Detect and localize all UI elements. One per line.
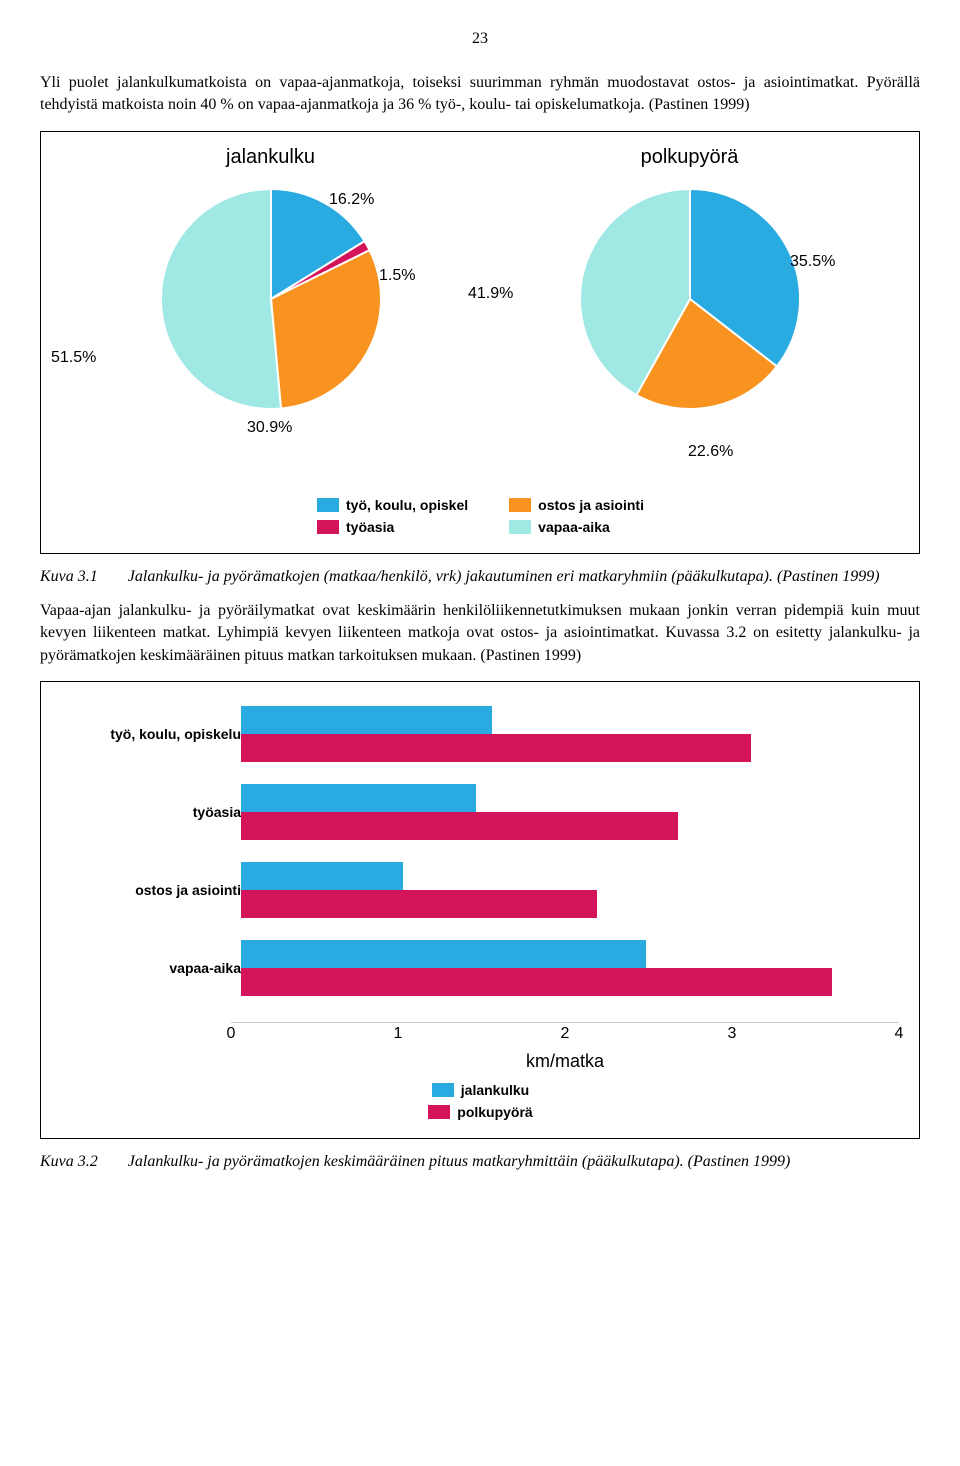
figure-pies: jalankulku 16.2% 1.5% 30.9% 51.5% polkup… [40,131,920,554]
axis-tick: 0 [227,1025,236,1043]
bar-row: työasia [71,784,889,840]
legend-swatch [431,1082,455,1098]
legend-label: ostos ja asiointi [538,497,644,513]
bar-row: ostos ja asiointi [71,862,889,918]
mid-paragraph: Vapaa-ajan jalankulku- ja pyöräilymatkat… [40,600,920,667]
bar-jalankulku [241,940,646,968]
legend-label: vapaa-aika [538,519,610,535]
legend-swatch [316,497,340,513]
legend-label: polkupyörä [457,1104,532,1120]
axis-tick: 4 [895,1025,904,1043]
legend-item: jalankulku [431,1082,529,1098]
pie-right: polkupyörä 35.5% 22.6% 41.9% [480,146,899,489]
legend-item: vapaa-aika [508,519,644,535]
page-number: 23 [40,30,920,48]
bar-row: työ, koulu, opiskelu [71,706,889,762]
legend-item: polkupyörä [427,1104,532,1120]
caption-label: Kuva 3.2 [40,1153,98,1171]
legend-item: työ, koulu, opiskel [316,497,468,513]
bar-legend: jalankulku polkupyörä [61,1082,899,1120]
x-axis-label: km/matka [231,1051,899,1072]
intro-paragraph: Yli puolet jalankulkumatkoista on vapaa-… [40,72,920,117]
bar-polkupyora [241,812,678,840]
legend-label: jalankulku [461,1082,529,1098]
bar-jalankulku [241,784,476,812]
bar-category-label: työasia [71,804,241,820]
bar-row: vapaa-aika [71,940,889,996]
figure-bars: työ, koulu, opiskelu työasia ostos ja asio… [40,681,920,1139]
legend-item: työasia [316,519,468,535]
legend-swatch [427,1104,451,1120]
axis-tick: 1 [394,1025,403,1043]
bar-category-label: vapaa-aika [71,960,241,976]
legend-label: työ, koulu, opiskel [346,497,468,513]
bar-category-label: työ, koulu, opiskelu [71,726,241,742]
bar-polkupyora [241,734,751,762]
pie-right-label-2: 41.9% [468,285,513,303]
legend-item: ostos ja asiointi [508,497,644,513]
pie-left-label-2: 30.9% [247,419,292,437]
pie-legend: työ, koulu, opiskel työasia ostos ja asi… [61,497,899,535]
bar-jalankulku [241,706,492,734]
axis-tick: 2 [561,1025,570,1043]
legend-swatch [508,519,532,535]
pie-right-title: polkupyörä [480,146,899,169]
figure-caption-2: Kuva 3.2 Jalankulku- ja pyörämatkojen ke… [40,1153,920,1171]
caption-text: Jalankulku- ja pyörämatkojen keskimääräi… [128,1153,791,1171]
bar-polkupyora [241,890,597,918]
bar-category-label: ostos ja asiointi [71,882,241,898]
bar-jalankulku [241,862,403,890]
pie-left-label-1: 1.5% [379,267,415,285]
caption-text: Jalankulku- ja pyörämatkojen (matkaa/hen… [128,568,880,586]
legend-swatch [316,519,340,535]
pie-left-label-0: 16.2% [329,191,374,209]
caption-label: Kuva 3.1 [40,568,98,586]
pie-left: jalankulku 16.2% 1.5% 30.9% 51.5% [61,146,480,489]
pie-right-label-0: 35.5% [790,253,835,271]
figure-caption-1: Kuva 3.1 Jalankulku- ja pyörämatkojen (m… [40,568,920,586]
legend-label: työasia [346,519,394,535]
legend-swatch [508,497,532,513]
pie-right-label-1: 22.6% [688,443,733,461]
bar-polkupyora [241,968,832,996]
pie-left-label-3: 51.5% [51,349,96,367]
pie-left-title: jalankulku [61,146,480,169]
axis-tick: 3 [728,1025,737,1043]
